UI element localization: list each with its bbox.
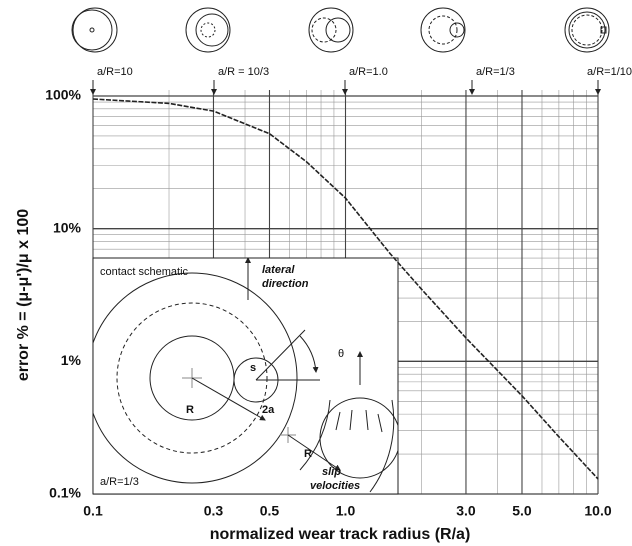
y-axis-title: error % = (μ-μ')/μ x 100: [15, 209, 32, 381]
inset-label: direction: [262, 278, 309, 290]
y-tick-label: 10%: [53, 219, 82, 235]
inset-label: 2a: [262, 404, 275, 416]
x-tick-label: 0.5: [260, 503, 280, 519]
x-tick-label: 1.0: [336, 503, 356, 519]
x-tick-label: 0.1: [83, 503, 103, 519]
inset-label: R: [186, 404, 194, 416]
annotation: a/R=1/3: [476, 66, 515, 78]
inset-label: θ: [338, 348, 344, 360]
inset-title: contact schematic: [100, 266, 189, 278]
y-tick-label: 0.1%: [49, 485, 81, 501]
inset-label: R: [304, 448, 312, 460]
annotation: a/R=1.0: [349, 66, 388, 78]
chart: a/R=10 a/R = 10/3 a/R=1.0 a/R=1/3 a/R=1/10 c…: [0, 0, 632, 546]
inset-label: lateral: [262, 264, 295, 276]
x-tick-label: 3.0: [456, 503, 476, 519]
x-tick-label: 0.3: [204, 503, 224, 519]
x-tick-label: 10.0: [584, 503, 611, 519]
inset-label: velocities: [310, 480, 360, 492]
top-annotations: a/R=10 a/R = 10/3 a/R=1.0 a/R=1/3 a/R=1/10: [93, 66, 632, 94]
inset-label: a/R=1/3: [100, 476, 139, 488]
y-tick-label: 100%: [45, 87, 81, 103]
annotation: a/R = 10/3: [218, 66, 269, 78]
x-axis-title: normalized wear track radius (R/a): [210, 526, 471, 543]
inset-label: slip: [322, 466, 341, 478]
annotation: a/R=1/10: [587, 66, 632, 78]
y-tick-label: 1%: [61, 352, 82, 368]
annotation: a/R=10: [97, 66, 133, 78]
x-tick-label: 5.0: [512, 503, 532, 519]
inset: contact schematic lateral direction θ s …: [87, 258, 400, 494]
inset-label: s: [250, 362, 256, 374]
contact-icons: [72, 8, 609, 52]
